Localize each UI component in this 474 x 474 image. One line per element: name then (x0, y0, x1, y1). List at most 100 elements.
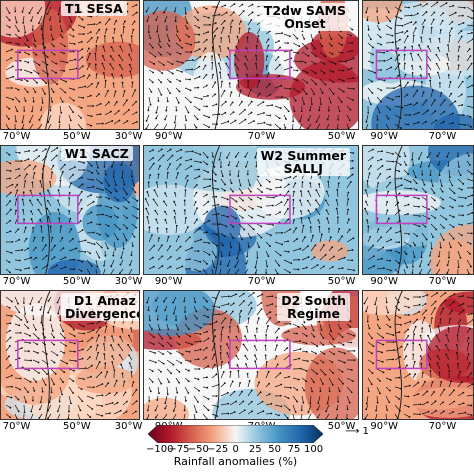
wind-vector-head (180, 156, 182, 159)
wind-vector-head (197, 378, 200, 381)
wind-vector (50, 60, 57, 65)
wind-vector-head (398, 62, 401, 65)
wind-vector-head (166, 393, 169, 396)
wind-vector-head (372, 345, 375, 348)
wind-vector (283, 413, 288, 419)
wind-vector (466, 63, 472, 71)
wind-vector-head (72, 173, 74, 176)
wind-vector-head (227, 295, 230, 298)
wind-vector (86, 186, 94, 189)
wind-vector (202, 31, 209, 35)
wind-vector-head (230, 25, 233, 28)
wind-vector-head (28, 267, 30, 269)
wind-vector-head (152, 12, 155, 15)
wind-vector-head (183, 409, 186, 412)
wind-vector-head (450, 380, 453, 383)
wind-vector-head (461, 80, 464, 83)
wind-vector (163, 201, 168, 207)
wind-vector (77, 404, 81, 411)
wind-vector-head (19, 59, 22, 62)
wind-vector (274, 178, 282, 181)
wind-vector (385, 160, 394, 162)
wind-vector (22, 199, 25, 207)
wind-vector (247, 37, 249, 44)
wind-vector (122, 90, 125, 98)
wind-vector-head (246, 372, 249, 375)
wind-vector-head (404, 155, 407, 158)
wind-vector-head (126, 193, 128, 195)
wind-vector (448, 169, 451, 178)
wind-vector-head (418, 303, 421, 306)
wind-vector-head (279, 372, 282, 375)
wind-vector-head (472, 180, 473, 182)
wind-vector-head (241, 238, 244, 241)
wind-vector (337, 96, 342, 103)
wind-vector-head (303, 321, 306, 324)
wind-vector (148, 359, 156, 363)
wind-vector (14, 105, 18, 112)
wind-vector (315, 208, 321, 216)
wind-vector-head (49, 225, 52, 228)
wind-vector (367, 359, 374, 364)
wind-vector (31, 105, 34, 112)
wind-vector (95, 361, 100, 370)
wind-vector-head (90, 375, 92, 378)
wind-vector (403, 82, 409, 89)
wind-vector (256, 241, 260, 248)
wind-vector-head (312, 381, 315, 384)
wind-vector-head (173, 200, 176, 203)
wind-vector-head (335, 207, 338, 210)
wind-vector-head (8, 12, 11, 14)
wind-vector-head (371, 337, 373, 340)
wind-vector-head (351, 49, 354, 52)
wind-vector-head (56, 410, 59, 413)
wind-vector-head (235, 400, 238, 403)
wind-vector (430, 27, 433, 35)
wind-vector (238, 90, 241, 98)
wind-vector (247, 307, 252, 316)
wind-vector-head (162, 345, 164, 347)
wind-vector-head (215, 373, 218, 376)
wind-vector (310, 51, 317, 57)
wind-vector (412, 205, 420, 208)
wind-vector (265, 259, 268, 267)
wind-vector-head (322, 344, 325, 346)
wind-vector (337, 87, 344, 93)
wind-vector (211, 404, 219, 407)
wind-vector-head (462, 309, 465, 312)
wind-vector-head (228, 254, 231, 257)
wind-vector (32, 172, 35, 180)
wind-vector (337, 350, 345, 354)
wind-vector (412, 304, 420, 307)
wind-vector (220, 20, 225, 26)
wind-vector-head (372, 53, 374, 56)
wind-vector (23, 227, 27, 234)
wind-vector (184, 123, 186, 129)
wind-vector (166, 163, 171, 171)
map-panel-p13 (362, 0, 474, 130)
wind-vector-head (299, 247, 302, 250)
wind-vector-head (327, 109, 330, 112)
lon-tick-label: 90°W (370, 421, 399, 432)
wind-vector (430, 410, 437, 415)
wind-vector-head (410, 14, 413, 17)
wind-vector (68, 42, 75, 45)
wind-vector-head (205, 193, 208, 196)
wind-vector-head (433, 192, 436, 195)
wind-vector-head (208, 253, 211, 256)
wind-vector-head (372, 244, 374, 247)
wind-vector (385, 24, 392, 29)
wind-vector-head (452, 112, 454, 115)
wind-vector-head (153, 189, 156, 192)
wind-vector-head (61, 236, 64, 239)
wind-vector (376, 165, 383, 171)
wind-vector-head (442, 120, 445, 123)
wind-vector-head (316, 408, 319, 411)
wind-vector-head (25, 237, 28, 240)
wind-vector-head (305, 335, 308, 337)
anomaly-blob (82, 204, 118, 241)
wind-vector-head (307, 127, 309, 129)
wind-vector (421, 187, 427, 193)
wind-vector-head (311, 390, 314, 393)
wind-vector-head (435, 228, 438, 231)
